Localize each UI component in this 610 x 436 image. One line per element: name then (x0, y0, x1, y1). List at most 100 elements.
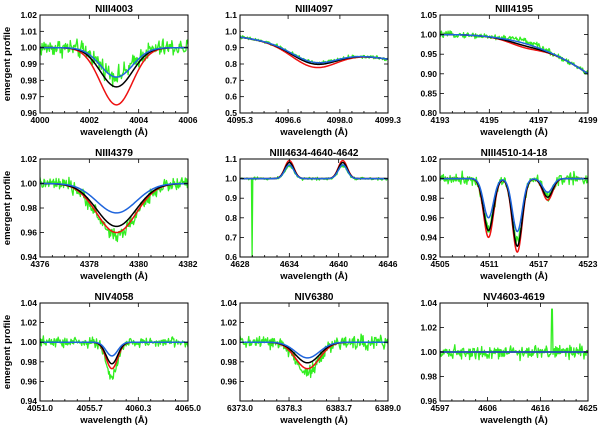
x-tick-label: 4004 (129, 115, 148, 125)
series-model-red (40, 182, 188, 234)
x-tick-label: 4006 (179, 115, 198, 125)
panel-title: NIII4003 (95, 4, 133, 15)
plot-frame (39, 158, 189, 258)
x-tick-label: 4197 (529, 115, 548, 125)
x-tick-label: 4378 (80, 259, 99, 269)
x-tick-label: 4517 (529, 259, 548, 269)
y-tick-label: 1.1 (225, 154, 237, 164)
series-model-red (240, 159, 388, 180)
panel-8: 4597 4606 4616 4625 0.96 0.98 1.00 1.02 1.04 NV46… (420, 292, 597, 426)
y-tick-label: 0.9 (225, 193, 237, 203)
panel-title: NIV6380 (295, 292, 334, 303)
y-tick-label: 0.8 (225, 213, 237, 223)
y-tick-label: 1.00 (420, 174, 437, 184)
x-tick-label: 4199 (579, 115, 598, 125)
y-tick-label: 1.0 (225, 174, 237, 184)
x-tick-label: 4640 (329, 259, 348, 269)
y-tick-label: 1.00 (420, 30, 437, 40)
y-tick-label: 0.98 (420, 193, 437, 203)
y-axis-label: emergent profile (2, 27, 13, 101)
y-tick-label: 0.98 (20, 75, 37, 85)
y-tick-label: 1.00 (20, 179, 37, 189)
panel-0: 4000 4002 4004 4006 0.96 0.97 0.98 0.99 1.00 1.01… (2, 4, 198, 138)
series-model-blue (40, 46, 188, 78)
y-tick-label: 1.0 (225, 26, 237, 36)
series-observed (40, 38, 188, 88)
y-tick-label: 1.04 (20, 298, 37, 308)
y-tick-label: 0.92 (420, 252, 437, 262)
panel-title: NV4603-4619 (483, 292, 545, 303)
x-tick-label: 4099.3 (375, 115, 401, 125)
plot-frame (39, 302, 189, 402)
y-tick-label: 0.98 (220, 357, 237, 367)
x-tick-label: 4505 (431, 259, 450, 269)
series-model-black (240, 161, 388, 180)
series-model-blue (440, 33, 588, 75)
panel-5: 4505 4511 4517 4523 0.92 0.94 0.96 0.98 1.00 1.02… (420, 148, 597, 282)
x-tick-label: 4646 (379, 259, 398, 269)
x-axis-label: wavelength (Å) (79, 127, 148, 138)
y-tick-label: 0.96 (420, 396, 437, 406)
panel-title: NIV4058 (95, 292, 134, 303)
y-tick-label: 0.6 (225, 92, 237, 102)
y-tick-label: 1.02 (420, 154, 437, 164)
panel-6: 4051.0 4055.7 4060.3 4065.0 0.94 0.96 0.98 1.00… (2, 292, 201, 426)
y-tick-label: 0.96 (20, 376, 37, 386)
y-tick-label: 0.7 (225, 232, 237, 242)
series-observed (40, 335, 188, 380)
y-tick-label: 1.00 (420, 347, 437, 357)
x-axis-label: wavelength (Å) (279, 127, 348, 138)
x-tick-label: 4628 (231, 259, 250, 269)
y-tick-label: 0.98 (420, 372, 437, 382)
x-tick-label: 4096.6 (275, 115, 301, 125)
y-axis-label: emergent profile (2, 315, 13, 389)
x-tick-label: 6383.7 (326, 403, 352, 413)
y-tick-label: 1.00 (220, 337, 237, 347)
series-model-blue (40, 182, 188, 214)
x-tick-label: 4597 (431, 403, 450, 413)
y-tick-label: 0.97 (20, 92, 37, 102)
y-tick-label: 0.95 (420, 49, 437, 59)
y-tick-label: 0.96 (220, 376, 237, 386)
series-model-red (440, 177, 588, 253)
y-tick-label: 0.8 (225, 59, 237, 69)
x-tick-label: 4065.0 (175, 403, 201, 413)
plot-frame (239, 302, 389, 402)
panel-7: 6373.0 6378.3 6383.7 6389.0 0.96 0.98 1.00 1.02… (220, 292, 401, 426)
x-tick-label: 4098.0 (327, 115, 353, 125)
x-tick-label: 4376 (31, 259, 50, 269)
x-axis-label: wavelength (Å) (279, 415, 348, 426)
series-observed (440, 308, 588, 362)
x-tick-label: 4195 (480, 115, 499, 125)
panel-title: NIII4379 (95, 148, 133, 159)
x-tick-label: 6389.0 (375, 403, 401, 413)
x-tick-label: 4055.7 (77, 403, 103, 413)
x-axis-label: wavelength (Å) (479, 415, 548, 426)
x-axis-label: wavelength (Å) (79, 415, 148, 426)
y-tick-label: 0.96 (20, 108, 37, 118)
y-tick-label: 1.02 (20, 154, 37, 164)
x-tick-label: 4060.3 (125, 403, 151, 413)
y-tick-label: 1.04 (420, 298, 437, 308)
y-tick-label: 0.94 (20, 396, 37, 406)
panel-title: NIII4510-14-18 (481, 148, 548, 159)
x-tick-label: 4002 (80, 115, 99, 125)
x-tick-label: 4625 (579, 403, 598, 413)
y-tick-label: 0.6 (225, 252, 237, 262)
y-tick-label: 1.00 (20, 43, 37, 53)
x-axis-label: wavelength (Å) (79, 271, 148, 282)
series-observed (240, 35, 388, 65)
y-tick-label: 0.5 (225, 108, 237, 118)
y-tick-label: 1.04 (220, 298, 237, 308)
x-tick-label: 4051.0 (27, 403, 53, 413)
series-model-blue (40, 341, 188, 357)
y-tick-label: 0.99 (20, 59, 37, 69)
panel-2: 4193 4195 4197 4199 0.80 0.85 0.90 0.95 1.00 1.05… (420, 4, 597, 138)
plot-frame (39, 14, 189, 114)
x-tick-label: 4193 (431, 115, 450, 125)
x-tick-label: 4382 (179, 259, 198, 269)
x-tick-label: 4523 (579, 259, 598, 269)
x-tick-label: 4380 (129, 259, 148, 269)
x-axis-label: wavelength (Å) (479, 271, 548, 282)
